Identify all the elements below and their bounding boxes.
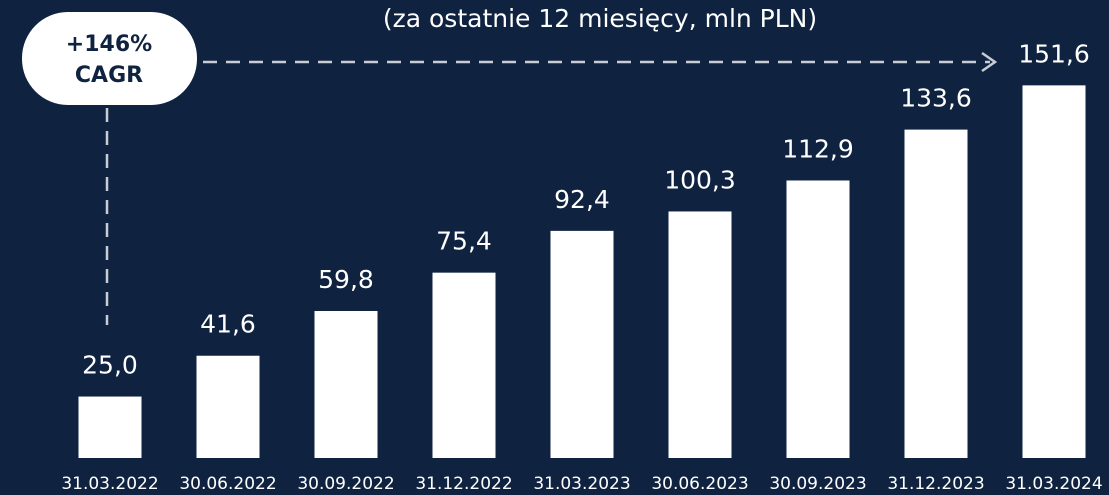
value-label: 151,6: [1018, 39, 1090, 68]
chart-subtitle: (za ostatnie 12 miesięcy, mln PLN): [383, 4, 817, 33]
bar: [668, 211, 732, 458]
x-tick-label: 31.12.2022: [415, 474, 512, 494]
value-label: 112,9: [782, 134, 854, 163]
x-tick-label: 30.09.2023: [769, 474, 866, 494]
bar: [196, 355, 260, 458]
value-label: 25,0: [82, 351, 138, 380]
bar: [550, 230, 614, 458]
value-label: 92,4: [554, 185, 610, 214]
x-tick-label: 31.03.2023: [533, 474, 630, 494]
x-tick-label: 30.06.2023: [651, 474, 748, 494]
value-label: 59,8: [318, 265, 374, 294]
cagr-label: CAGR: [75, 63, 143, 88]
value-label: 133,6: [900, 84, 972, 113]
value-label: 75,4: [436, 227, 492, 256]
bar: [786, 180, 850, 459]
x-tick-label: 30.09.2022: [297, 474, 394, 494]
x-tick-label: 31.03.2022: [61, 474, 158, 494]
bar: [904, 129, 968, 458]
x-tick-label: 31.03.2024: [1005, 474, 1102, 494]
bar: [314, 311, 378, 458]
value-label: 100,3: [664, 165, 736, 194]
bar: [78, 396, 142, 458]
bar: [432, 272, 496, 458]
cagr-value: +146%: [66, 32, 152, 57]
value-label: 41,6: [200, 310, 256, 339]
bar: [1022, 85, 1086, 458]
x-tick-label: 30.06.2022: [179, 474, 276, 494]
x-tick-label: 31.12.2023: [887, 474, 984, 494]
cagr-badge: [22, 12, 197, 105]
cagr-arrow-head: [981, 51, 998, 73]
